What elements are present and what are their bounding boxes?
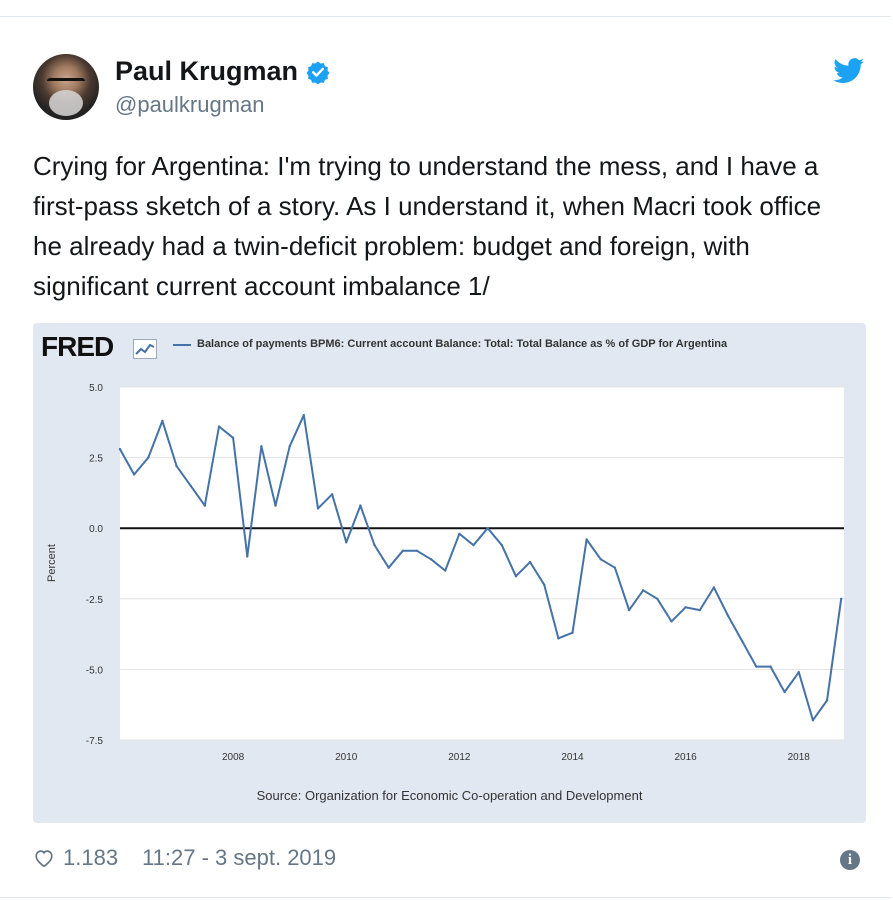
y-tick-label: 2.5 — [89, 454, 103, 465]
data-point — [528, 560, 532, 564]
tweet-card — [0, 16, 891, 898]
data-point — [769, 665, 772, 668]
data-point — [401, 549, 405, 552]
data-point — [740, 639, 744, 643]
author-handle[interactable]: @paulkrugman — [115, 92, 265, 117]
data-point — [670, 620, 673, 623]
chart-plot: 5.02.50.0-2.5-5.0-7.5 2008 2010 2012 2014 20… — [46, 383, 844, 763]
x-tick-label: 2014 — [561, 752, 584, 763]
data-point — [373, 543, 376, 547]
tweet-timestamp[interactable]: 11:27 - 3 sept. 2019 — [142, 845, 337, 870]
data-point — [811, 719, 815, 722]
verified-badge-icon — [306, 61, 330, 84]
data-point — [698, 608, 701, 612]
y-tick-label: -2.5 — [86, 595, 104, 606]
data-point — [825, 699, 829, 702]
data-point — [514, 575, 518, 578]
data-point — [458, 532, 461, 536]
data-point — [543, 583, 546, 586]
data-point — [656, 597, 659, 600]
data-point — [585, 538, 588, 541]
data-point — [288, 445, 291, 448]
data-point — [500, 543, 503, 547]
data-point — [161, 419, 164, 423]
data-point — [203, 504, 207, 507]
data-point — [839, 597, 843, 600]
y-tick-label: 5.0 — [89, 383, 103, 394]
series-line — [119, 414, 843, 722]
fred-graph-icon — [133, 339, 157, 359]
data-points — [118, 414, 843, 722]
y-tick-labels: 5.0 2.5 0.0 -2.5 -5.0 -7.5 — [86, 383, 104, 747]
data-point — [797, 671, 800, 674]
data-point — [189, 484, 192, 488]
data-point — [755, 665, 758, 668]
data-point — [330, 493, 334, 496]
y-axis-label: Percent — [46, 544, 58, 582]
data-point — [260, 445, 263, 448]
author-name[interactable]: Paul Krugman — [115, 56, 299, 86]
data-point — [726, 614, 730, 617]
data-point — [444, 569, 447, 572]
author-avatar[interactable] — [33, 54, 99, 120]
heart-icon[interactable] — [33, 847, 55, 869]
x-tick-label: 2016 — [675, 752, 698, 763]
x-tick-label: 2018 — [788, 752, 811, 763]
data-point — [246, 555, 249, 558]
twitter-bird-icon[interactable] — [833, 58, 865, 84]
tweet-text: Crying for Argentina: I'm trying to unde… — [33, 151, 822, 301]
fred-logo: FRED — [41, 331, 114, 362]
data-point — [147, 456, 150, 459]
data-point — [684, 606, 687, 609]
data-point — [642, 589, 645, 592]
data-point — [387, 566, 390, 569]
avatar-beard — [49, 90, 83, 116]
chart-legend: Balance of payments BPM6: Current accoun… — [173, 337, 813, 352]
data-point — [613, 566, 617, 569]
data-point — [132, 473, 136, 476]
data-point — [359, 504, 362, 507]
author-name-row[interactable]: Paul Krugman — [115, 56, 330, 87]
legend-swatch — [173, 344, 191, 346]
data-point — [571, 631, 574, 634]
data-point — [316, 507, 320, 510]
chart-source: Source: Organization for Economic Co-ope… — [256, 788, 643, 803]
like-count[interactable]: 1.183 — [63, 845, 119, 870]
chart-title: Balance of payments BPM6: Current accoun… — [197, 338, 728, 350]
data-point — [472, 543, 475, 547]
y-tick-label: -7.5 — [86, 736, 104, 747]
plot-area — [120, 387, 844, 740]
x-tick-label: 2010 — [335, 752, 358, 763]
data-point — [599, 558, 602, 561]
data-point — [274, 504, 277, 507]
tweet-footer: 1.183 11:27 - 3 sept. 2019 — [33, 845, 336, 871]
data-point — [429, 558, 433, 561]
data-point — [231, 436, 235, 440]
data-point — [415, 549, 419, 552]
data-point — [712, 586, 716, 589]
fred-chart[interactable]: FRED Balance of payments BPM6: Current a… — [33, 323, 866, 823]
avatar-glasses — [47, 78, 85, 89]
data-point — [302, 414, 306, 417]
y-tick-label: 0.0 — [89, 524, 103, 535]
x-tick-label: 2008 — [222, 752, 245, 763]
data-point — [627, 608, 631, 612]
data-point — [217, 425, 221, 428]
data-point — [486, 527, 489, 530]
data-point — [345, 541, 348, 544]
x-tick-labels: 2008 2010 2012 2014 2016 2018 — [222, 752, 810, 763]
data-point — [175, 464, 178, 468]
data-point — [118, 447, 122, 451]
x-tick-label: 2012 — [448, 752, 471, 763]
data-point — [557, 637, 560, 640]
y-tick-label: -5.0 — [86, 665, 104, 676]
data-point — [783, 690, 786, 694]
info-icon[interactable]: i — [840, 850, 860, 870]
